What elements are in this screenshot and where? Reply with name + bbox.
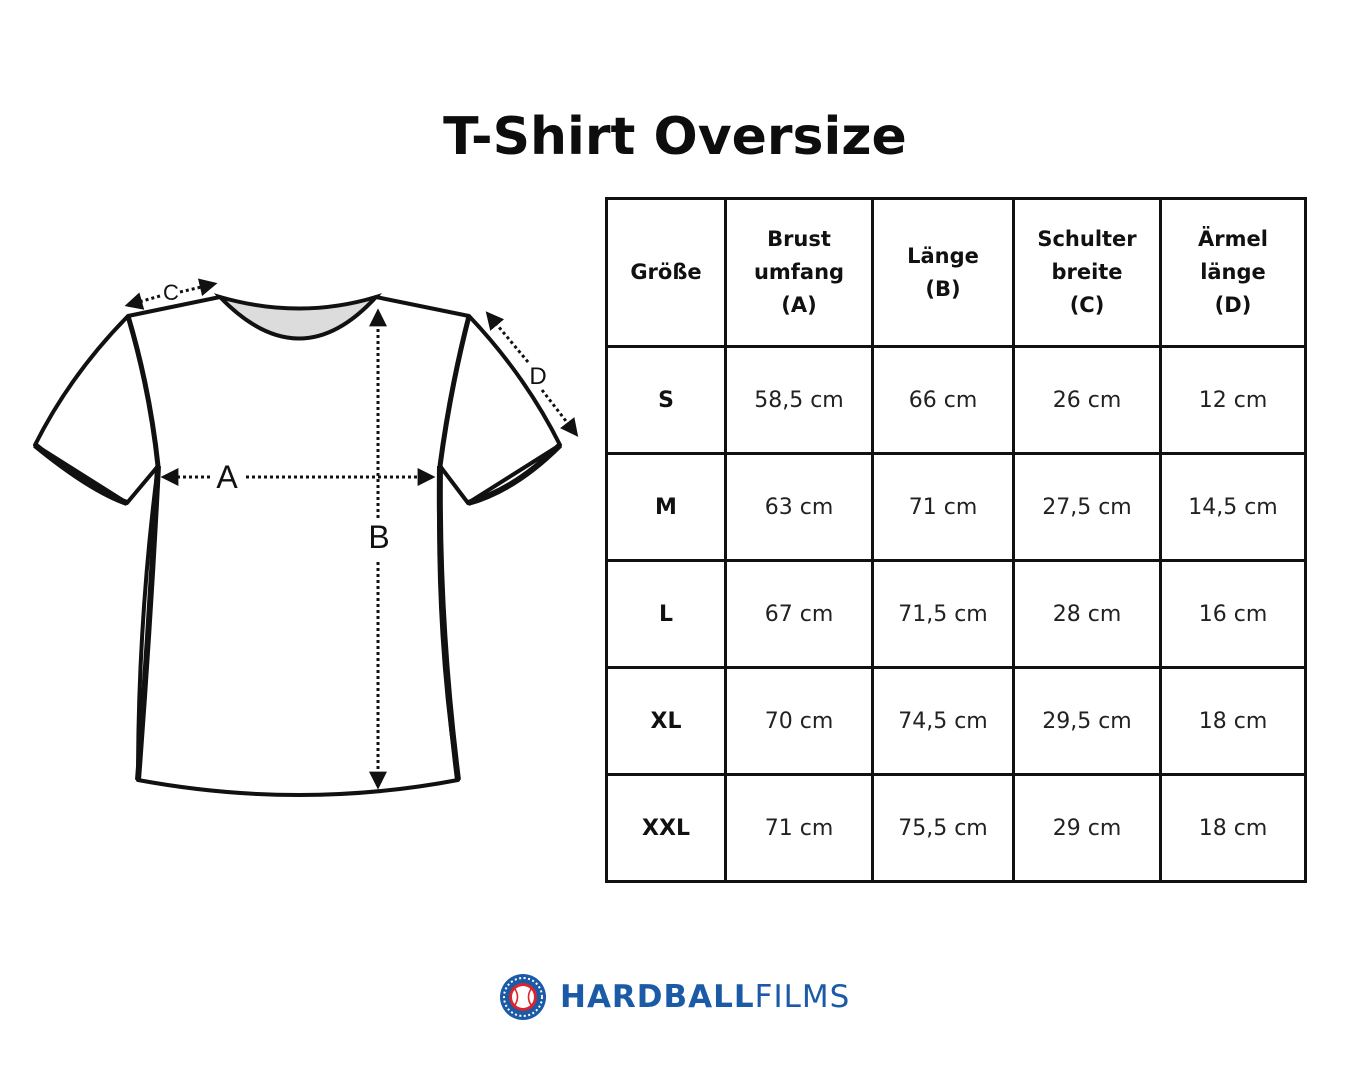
shoulder-cell: 29,5 cm [1012, 666, 1162, 776]
length-cell: 66 cm [871, 345, 1015, 455]
chest-cell: 71 cm [724, 773, 874, 883]
header-length: Länge (B) [871, 197, 1015, 348]
header-size: Größe [605, 197, 727, 348]
length-cell: 71 cm [871, 452, 1015, 562]
sleeve-cell: 16 cm [1159, 559, 1307, 669]
logo-text-bold: HARDBALL [560, 979, 755, 1015]
chest-cell: 63 cm [724, 452, 874, 562]
sleeve-cell: 12 cm [1159, 345, 1307, 455]
page-title: T-Shirt Oversize [443, 106, 907, 167]
length-cell: 75,5 cm [871, 773, 1015, 883]
size-cell: M [605, 452, 727, 562]
table-row: L 67 cm 71,5 cm 28 cm 16 cm [605, 559, 1307, 669]
size-cell: XXL [605, 773, 727, 883]
sleeve-cell: 14,5 cm [1159, 452, 1307, 562]
sleeve-cell: 18 cm [1159, 773, 1307, 883]
table-header-row: Größe Brust umfang (A) Länge (B) Schulte… [605, 197, 1307, 348]
shoulder-cell: 28 cm [1012, 559, 1162, 669]
header-shoulder: Schulter breite (C) [1012, 197, 1162, 348]
table-row: XL 70 cm 74,5 cm 29,5 cm 18 cm [605, 666, 1307, 776]
table-row: S 58,5 cm 66 cm 26 cm 12 cm [605, 345, 1307, 455]
label-a: A [216, 459, 238, 495]
arrow-c-left [124, 292, 161, 310]
arrow-d-top [485, 311, 530, 363]
size-table: Größe Brust umfang (A) Länge (B) Schulte… [605, 197, 1307, 883]
tshirt-diagram: A B C D [33, 278, 579, 797]
baseball-icon [500, 974, 546, 1020]
size-cell: XL [605, 666, 727, 776]
table-row: M 63 cm 71 cm 27,5 cm 14,5 cm [605, 452, 1307, 562]
shoulder-cell: 29 cm [1012, 773, 1162, 883]
hardball-films-logo: HARDBALL FILMS [498, 970, 850, 1024]
label-b: B [368, 519, 389, 555]
sleeve-cell: 18 cm [1159, 666, 1307, 776]
arrow-c-right [179, 278, 218, 297]
table-row: XXL 71 cm 75,5 cm 29 cm 18 cm [605, 773, 1307, 883]
shoulder-cell: 27,5 cm [1012, 452, 1162, 562]
header-chest: Brust umfang (A) [724, 197, 874, 348]
size-cell: L [605, 559, 727, 669]
label-d: D [529, 363, 546, 390]
label-c: C [163, 280, 179, 305]
chest-cell: 70 cm [724, 666, 874, 776]
chest-cell: 58,5 cm [724, 345, 874, 455]
shoulder-cell: 26 cm [1012, 345, 1162, 455]
header-sleeve: Ärmel länge (D) [1159, 197, 1307, 348]
size-cell: S [605, 345, 727, 455]
length-cell: 71,5 cm [871, 559, 1015, 669]
chest-cell: 67 cm [724, 559, 874, 669]
logo-text-light: FILMS [754, 979, 851, 1015]
shirt-outline [33, 295, 562, 797]
length-cell: 74,5 cm [871, 666, 1015, 776]
